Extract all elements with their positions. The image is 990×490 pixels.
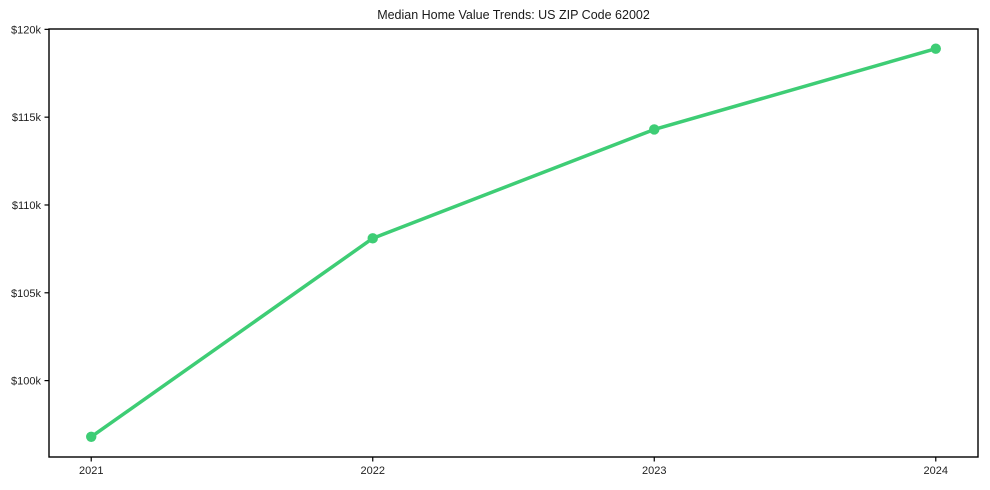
plot-border [48,28,979,458]
y-tick-label: $120k [11,24,41,36]
x-tick-label: 2022 [361,465,385,477]
data-point-marker [367,233,378,244]
data-point-marker [649,124,660,135]
data-point-marker [930,43,941,54]
chart-title: Median Home Value Trends: US ZIP Code 62… [377,8,650,22]
y-tick-label: $115k [12,112,42,124]
x-tick-label: 2024 [924,465,948,477]
x-tick-label: 2021 [79,465,103,477]
data-point-marker [86,431,97,443]
y-tick-label: $100k [11,376,41,388]
trend-line [89,46,938,439]
x-tick-label: 2023 [642,465,666,477]
y-tick-label: $105k [11,288,41,300]
y-tick-label: $110k [12,200,42,212]
